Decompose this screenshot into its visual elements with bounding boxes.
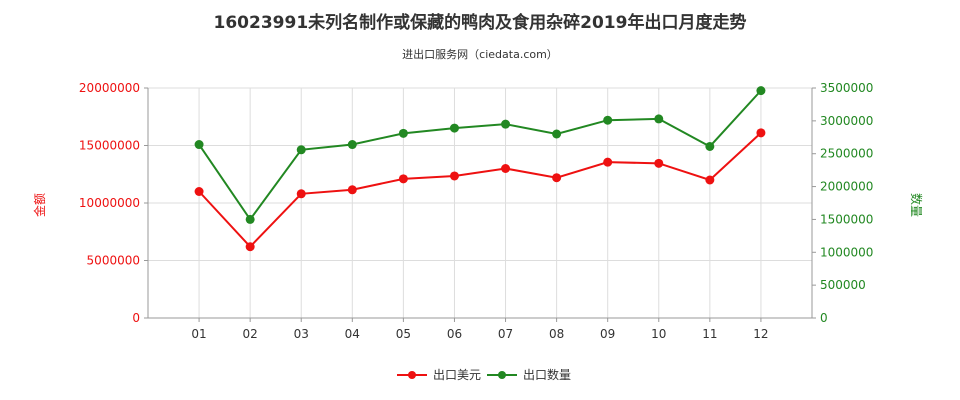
series-0-point[interactable] <box>654 158 664 168</box>
x-tick-label: 05 <box>396 327 411 341</box>
axes <box>144 87 816 322</box>
series-line-0 <box>198 132 762 249</box>
series-0-point[interactable] <box>501 164 511 173</box>
left-axis-title: 金额 <box>32 193 47 217</box>
series-1 <box>194 86 766 224</box>
left-tick-label: 15000000 <box>79 139 140 153</box>
chart-subtitle: 进出口服务网（ciedata.com） <box>402 47 558 61</box>
x-tick-label: 06 <box>447 327 462 341</box>
series-1-point[interactable] <box>603 115 613 125</box>
series-group <box>194 86 766 252</box>
x-tick-label: 04 <box>345 327 360 341</box>
series-0-point[interactable] <box>194 187 204 196</box>
series-0-point[interactable] <box>705 175 715 185</box>
series-1-point[interactable] <box>756 86 766 96</box>
series-1-point[interactable] <box>654 114 664 124</box>
series-0-point[interactable] <box>449 171 459 181</box>
series-1-point[interactable] <box>347 140 357 150</box>
left-tick-label: 0 <box>132 311 140 325</box>
legend-item-export-usd[interactable]: 出口美元 <box>397 368 481 382</box>
right-tick-label: 3000000 <box>820 114 873 128</box>
series-1-point[interactable] <box>501 119 511 129</box>
grid <box>148 87 812 319</box>
tick-labels: 0 5000000 10000000 15000000 20000000 0 500000 1… <box>79 81 874 341</box>
series-line-1 <box>198 89 762 222</box>
legend-item-export-quantity[interactable]: 出口数量 <box>487 367 571 382</box>
legend: 出口美元 出口数量 <box>397 367 571 382</box>
series-0-point[interactable] <box>245 242 255 252</box>
x-tick-label: 11 <box>702 327 717 341</box>
left-tick-label: 10000000 <box>79 196 140 210</box>
series-1-point[interactable] <box>194 140 204 150</box>
right-tick-label: 3500000 <box>820 81 873 95</box>
series-1-point[interactable] <box>245 214 255 224</box>
right-tick-label: 2500000 <box>820 147 873 161</box>
series-0-point[interactable] <box>603 157 613 167</box>
x-tick-label: 01 <box>191 327 206 341</box>
series-1-point[interactable] <box>398 128 408 138</box>
series-1-point[interactable] <box>552 129 562 139</box>
x-tick-label: 03 <box>294 327 309 341</box>
x-tick-label: 08 <box>549 327 564 341</box>
right-tick-label: 0 <box>820 311 828 325</box>
x-tick-label: 12 <box>753 327 768 341</box>
series-0-point[interactable] <box>552 173 562 183</box>
series-0-point[interactable] <box>296 189 306 199</box>
series-1-point[interactable] <box>449 123 459 133</box>
series-0-point[interactable] <box>756 128 766 138</box>
series-0-point[interactable] <box>398 174 408 184</box>
x-tick-label: 02 <box>243 327 258 341</box>
x-tick-label: 09 <box>600 327 615 341</box>
right-axis-title: 数量 <box>909 193 924 217</box>
legend-label-export-quantity: 出口数量 <box>523 367 571 382</box>
legend-marker-export-usd <box>408 371 416 379</box>
series-1-point[interactable] <box>705 141 715 151</box>
series-0-point[interactable] <box>347 185 357 195</box>
legend-marker-export-quantity <box>498 371 506 379</box>
right-tick-label: 2000000 <box>820 180 873 194</box>
right-tick-label: 1500000 <box>820 212 873 226</box>
chart-title: 16023991未列名制作或保藏的鸭肉及食用杂碎2019年出口月度走势 <box>214 12 747 33</box>
right-tick-label: 1000000 <box>820 245 873 259</box>
series-0 <box>194 128 766 252</box>
x-tick-label: 10 <box>651 327 666 341</box>
legend-label-export-usd: 出口美元 <box>433 368 481 382</box>
left-tick-label: 20000000 <box>79 81 140 95</box>
right-tick-label: 500000 <box>820 278 866 292</box>
x-tick-label: 07 <box>498 327 513 341</box>
series-1-point[interactable] <box>296 145 306 155</box>
left-tick-label: 5000000 <box>87 254 140 268</box>
